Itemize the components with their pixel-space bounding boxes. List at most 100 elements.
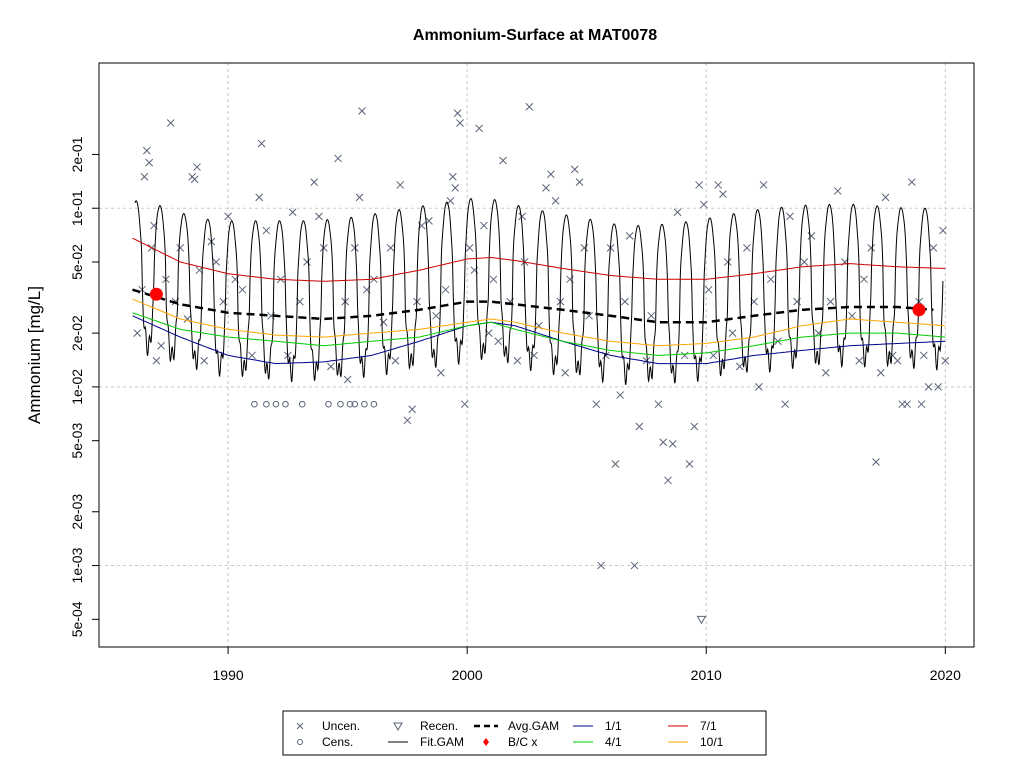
uncensored-point: [903, 400, 911, 409]
uncensored-point: [833, 187, 842, 195]
uncensored-point: [310, 178, 319, 186]
legend-item: 4/1: [573, 735, 622, 749]
plot-series: [132, 102, 950, 625]
uncensored-point: [391, 356, 400, 365]
uncensored-point: [551, 196, 560, 205]
legend-item: 1/1: [573, 719, 622, 733]
uncensored-point: [625, 232, 634, 240]
uncensored-point: [714, 181, 723, 189]
uncensored-point: [743, 244, 751, 252]
uncensored-point: [386, 244, 395, 252]
chart-title: Ammonium-Surface at MAT0078: [413, 27, 657, 44]
y-tick-label: 2e-01: [69, 136, 85, 172]
uncensored-point: [659, 438, 668, 447]
legend-symbol: [297, 739, 303, 745]
uncensored-point: [616, 391, 625, 399]
uncensored-point: [664, 476, 672, 485]
legend-label: 4/1: [605, 735, 622, 749]
uncensored-point: [723, 258, 732, 266]
uncensored-point: [561, 368, 570, 377]
avg-gam-line: [132, 288, 934, 324]
uncensored-point: [542, 184, 550, 192]
x-axis: 1990 2000 2010 2020: [213, 647, 961, 683]
uncensored-point: [212, 258, 220, 266]
uncensored-point: [876, 368, 885, 377]
uncensored-point: [465, 244, 474, 252]
uncensored-point: [403, 416, 412, 425]
legend-label: B/C x: [508, 735, 537, 749]
censored-point: [337, 400, 344, 408]
uncensored-point: [611, 460, 620, 468]
y-tick-label: 5e-02: [69, 244, 85, 280]
uncensored-point: [709, 351, 718, 360]
uncensored-point: [200, 356, 209, 365]
uncensored-point: [396, 181, 405, 189]
uncensored-point: [448, 172, 457, 181]
censored-point: [325, 400, 332, 408]
uncensored-point: [766, 275, 775, 284]
uncensored-point: [668, 439, 677, 448]
uncensored-point: [939, 226, 947, 235]
uncensored-point: [315, 212, 323, 221]
uncensored-point: [893, 356, 902, 365]
uncensored-point: [133, 329, 142, 337]
uncensored-point: [630, 561, 639, 570]
uncensored-point: [441, 285, 450, 294]
uncensored-point: [673, 208, 682, 217]
series-4-1-line: [132, 312, 946, 356]
censored-point: [272, 400, 280, 408]
uncensored-point: [546, 170, 555, 179]
uncensored-point: [907, 178, 916, 186]
y-tick-label: 2e-03: [69, 494, 85, 530]
legend-item: 10/1: [668, 735, 724, 749]
y-axis-label: Ammonium [mg/L]: [25, 286, 44, 424]
y-tick-label: 5e-03: [69, 423, 85, 459]
uncensored-point: [257, 139, 266, 148]
censored-point: [263, 400, 270, 408]
uncensored-point: [343, 375, 352, 384]
uncensored-point: [224, 212, 232, 221]
legend-label: Cens.: [322, 735, 353, 749]
legend-item: B/C x: [483, 735, 537, 749]
uncensored-point: [881, 193, 890, 202]
uncensored-point: [262, 226, 271, 235]
uncensored-point: [855, 356, 864, 365]
legend-symbol: [296, 722, 304, 730]
uncensored-point: [621, 297, 629, 306]
uncensored-point: [759, 181, 768, 189]
legend-symbol: [393, 722, 403, 732]
uncensored-point: [592, 400, 601, 409]
y-tick-label: 2e-02: [69, 315, 85, 351]
uncensored-point: [690, 422, 699, 431]
grid-lines: [99, 63, 974, 647]
uncensored-point: [334, 154, 342, 163]
uncensored-point: [451, 184, 460, 192]
plot-frame: [98, 62, 975, 648]
fit-gam-line: [134, 198, 944, 385]
uncensored-point: [699, 200, 708, 209]
legend-item: 7/1: [668, 719, 717, 733]
uncensored-point: [518, 212, 527, 221]
uncensored-point: [140, 172, 149, 181]
uncensored-point: [570, 165, 579, 174]
uncensored-point: [355, 193, 364, 202]
uncensored-point: [704, 285, 713, 294]
uncensored-point: [635, 422, 644, 431]
legend-label: 10/1: [700, 735, 724, 749]
x-tick-label: 2020: [930, 667, 961, 683]
recensored-point: [696, 615, 707, 625]
legend-item: Uncen.: [296, 719, 360, 733]
uncensored-point: [642, 356, 651, 365]
uncensored-point: [358, 107, 366, 115]
x-tick-label: 1990: [213, 667, 244, 683]
uncensored-point: [848, 311, 856, 320]
uncensored-point: [475, 124, 483, 133]
uncensored-point: [580, 244, 589, 252]
uncensored-point: [872, 458, 880, 466]
uncensored-point: [719, 190, 727, 198]
censored-point: [251, 400, 258, 408]
uncensored-point: [919, 351, 928, 360]
uncensored-point: [597, 561, 605, 570]
uncensored-point: [437, 368, 445, 377]
uncensored-point: [350, 244, 359, 252]
